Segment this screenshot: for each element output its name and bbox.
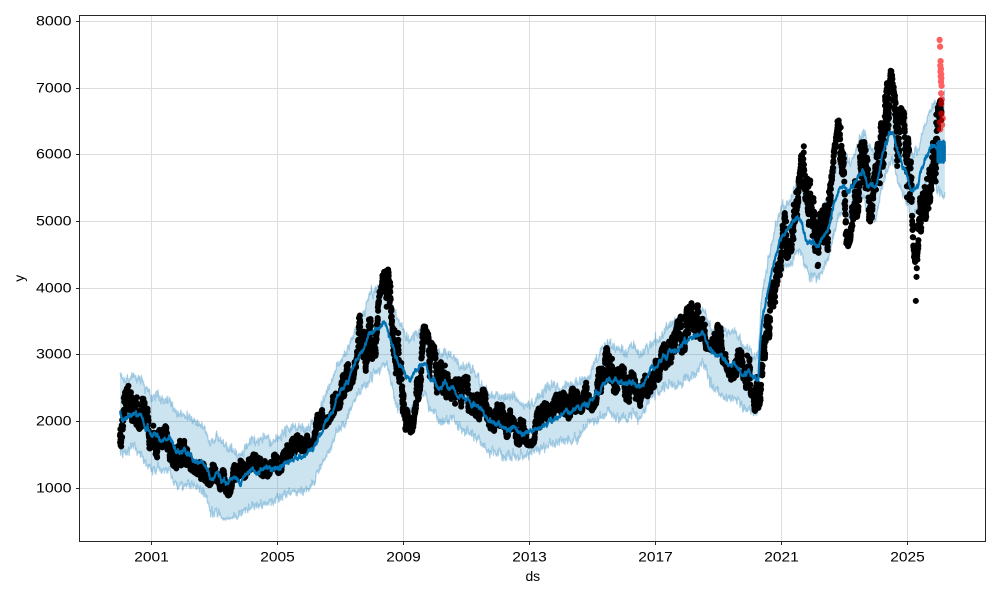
svg-text:ds: ds xyxy=(525,568,540,584)
svg-text:1000: 1000 xyxy=(36,480,72,496)
svg-text:2005: 2005 xyxy=(260,549,295,565)
svg-text:2013: 2013 xyxy=(512,549,547,565)
svg-text:2009: 2009 xyxy=(386,549,421,565)
svg-text:3000: 3000 xyxy=(36,346,72,362)
svg-text:8000: 8000 xyxy=(36,13,72,29)
svg-text:2000: 2000 xyxy=(36,413,72,429)
svg-text:7000: 7000 xyxy=(36,80,72,96)
svg-text:6000: 6000 xyxy=(36,146,72,162)
svg-text:y: y xyxy=(11,275,27,282)
svg-text:2025: 2025 xyxy=(890,549,925,565)
svg-text:2001: 2001 xyxy=(134,549,169,565)
svg-text:2017: 2017 xyxy=(638,549,673,565)
svg-text:5000: 5000 xyxy=(36,213,72,229)
svg-text:4000: 4000 xyxy=(36,280,72,296)
svg-text:2021: 2021 xyxy=(764,549,799,565)
